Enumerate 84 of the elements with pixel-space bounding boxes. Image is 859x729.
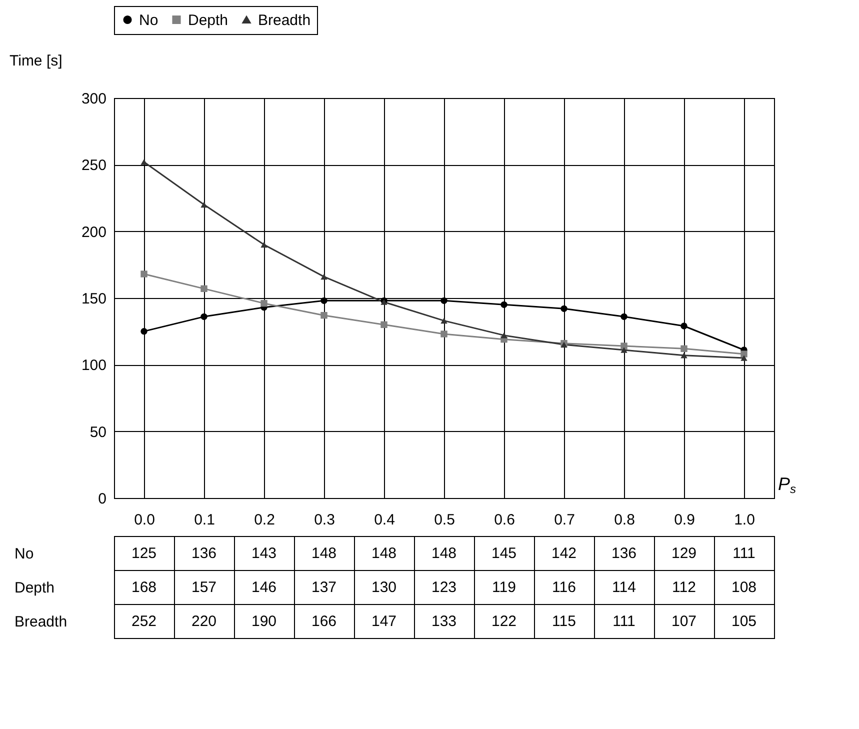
y-tick-label: 0 xyxy=(98,490,106,508)
point xyxy=(620,313,628,320)
point xyxy=(620,347,628,353)
data-label: 148 xyxy=(371,545,397,562)
x-tick-label: 0.9 xyxy=(674,512,695,528)
x-tick-label: 0.6 xyxy=(494,512,515,528)
data-label: 122 xyxy=(491,613,517,630)
x-tick-label: 0.3 xyxy=(314,512,335,528)
data-label: 116 xyxy=(552,579,576,596)
data-label: 190 xyxy=(251,613,277,630)
x-tick-label: 0.8 xyxy=(614,512,635,528)
data-label: 108 xyxy=(731,579,757,596)
point xyxy=(320,274,328,280)
point xyxy=(440,297,448,304)
data-label: 119 xyxy=(492,579,516,596)
data-label: 107 xyxy=(671,613,697,630)
data-label: 168 xyxy=(131,579,157,596)
point xyxy=(440,318,448,324)
point xyxy=(500,332,508,338)
data-label: 115 xyxy=(552,613,576,630)
point xyxy=(440,330,448,338)
data-label: 129 xyxy=(671,545,697,562)
data-label: 147 xyxy=(371,613,397,630)
data-label: 136 xyxy=(611,545,637,562)
data-label: 142 xyxy=(551,545,577,562)
point xyxy=(200,285,208,292)
point xyxy=(680,322,688,330)
y-tick-label: 100 xyxy=(81,357,106,374)
x-tick-label: 0.7 xyxy=(554,512,575,528)
y-tick-label: 50 xyxy=(90,424,106,441)
data-label: 125 xyxy=(131,545,157,562)
text: No xyxy=(14,546,34,562)
y-tick-label: 300 xyxy=(81,90,106,108)
legend-label: No xyxy=(139,12,158,29)
data-label: 137 xyxy=(311,579,337,596)
data-label: 105 xyxy=(731,613,757,630)
data-label: 112 xyxy=(672,579,696,596)
data-label: 157 xyxy=(191,579,217,596)
point xyxy=(740,355,748,361)
point xyxy=(620,342,628,350)
point xyxy=(320,297,328,304)
data-label: 133 xyxy=(431,613,457,630)
x-tick-label: 1.0 xyxy=(734,512,755,528)
legend-label: Depth xyxy=(188,12,228,29)
point xyxy=(560,305,568,312)
data-label: 114 xyxy=(612,579,636,596)
y-tick-label: 150 xyxy=(81,290,106,308)
x-tick-label: 0.0 xyxy=(134,512,155,528)
x-tick-label: 0.2 xyxy=(254,512,275,528)
data-label: 220 xyxy=(191,613,217,630)
data-label: 252 xyxy=(131,613,157,630)
point xyxy=(680,345,688,352)
point xyxy=(260,300,268,307)
point xyxy=(140,159,148,165)
text: Depth xyxy=(14,580,55,596)
point xyxy=(260,242,268,248)
data-label: 143 xyxy=(251,545,277,562)
point xyxy=(140,328,148,335)
x-tick-label: 0.4 xyxy=(374,512,395,528)
data-label: 148 xyxy=(311,545,337,562)
data-label: 111 xyxy=(732,545,756,562)
point xyxy=(380,321,388,328)
point xyxy=(500,301,508,308)
data-label: 166 xyxy=(311,613,337,630)
point xyxy=(140,270,148,278)
point xyxy=(740,350,748,358)
x-tick-label: 0.1 xyxy=(194,512,215,528)
y-axis-title: Time [s] xyxy=(10,52,62,70)
point xyxy=(200,313,208,320)
data-label: 148 xyxy=(431,545,457,562)
data-label: 136 xyxy=(191,545,217,562)
y-tick-label: 250 xyxy=(81,157,106,174)
point xyxy=(200,202,208,208)
data-label: 111 xyxy=(612,613,636,630)
point xyxy=(680,352,688,358)
data-label: 123 xyxy=(431,579,457,596)
text: Breadth xyxy=(14,614,68,630)
legend-label: Breadth xyxy=(258,12,311,29)
x-tick-label: 0.5 xyxy=(434,512,455,528)
data-label: 146 xyxy=(251,579,277,596)
point xyxy=(320,312,328,319)
data-label: 130 xyxy=(371,579,397,596)
y-tick-label: 200 xyxy=(81,224,106,241)
data-label: 145 xyxy=(491,545,517,562)
